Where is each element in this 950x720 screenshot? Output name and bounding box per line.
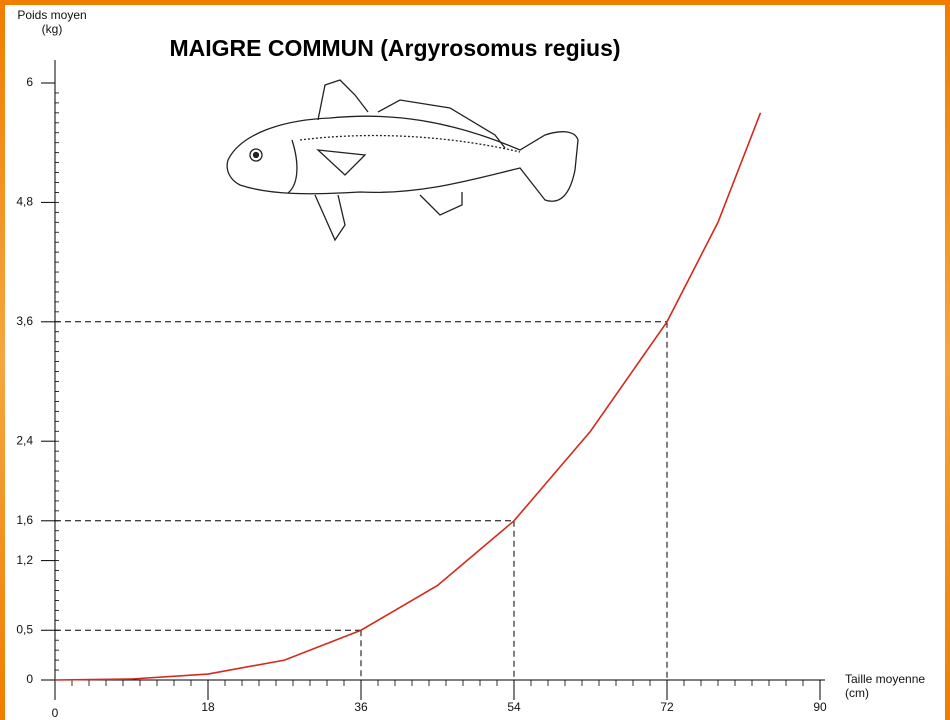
fish-pupil [254, 153, 259, 158]
x-axis-label: Taille moyenne [845, 672, 925, 686]
chart: MAIGRE COMMUN (Argyrosomus regius) Poids… [0, 0, 950, 720]
y-axis-label: Poids moyen [17, 8, 86, 22]
chart-title: MAIGRE COMMUN (Argyrosomus regius) [169, 35, 620, 61]
fish-illustration [227, 80, 578, 240]
x-tick-label: 54 [507, 700, 521, 714]
x-tick-label: 36 [354, 700, 368, 714]
x-tick-label: 0 [52, 706, 59, 720]
fish-lateral-line [300, 136, 520, 152]
y-tick-label: 1,6 [16, 513, 33, 527]
y-tick-label: 2,4 [16, 433, 33, 447]
y-tick-label: 4,8 [16, 195, 33, 209]
y-tick-label: 1,2 [16, 553, 33, 567]
fish-fin [420, 192, 462, 215]
y-tick-label: 6 [26, 75, 33, 89]
fish-fin [318, 150, 365, 175]
y-tick-label: 0,5 [16, 622, 33, 636]
y-axis-label: (kg) [42, 22, 63, 36]
y-tick-label: 3,6 [16, 314, 33, 328]
fish-fin [318, 80, 368, 120]
x-tick-label: 72 [660, 700, 674, 714]
data-line [55, 113, 761, 680]
x-tick-label: 18 [201, 700, 215, 714]
x-axis-label: (cm) [845, 686, 869, 700]
y-tick-label: 0 [26, 672, 33, 686]
fish-body [227, 116, 578, 201]
fish-gill [288, 140, 297, 193]
fish-fin [315, 195, 345, 240]
x-tick-label: 90 [813, 700, 827, 714]
page: MAIGRE COMMUN (Argyrosomus regius) Poids… [0, 0, 950, 720]
